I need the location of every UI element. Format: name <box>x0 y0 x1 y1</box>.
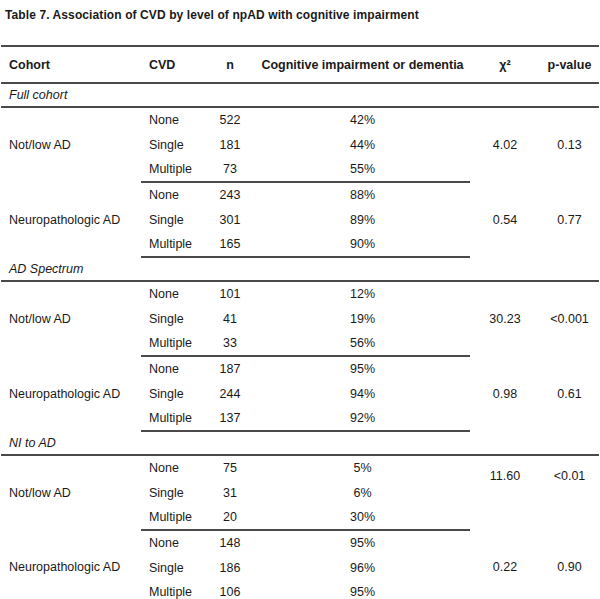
n-cell: 106 <box>205 580 255 599</box>
n-cell: 75 <box>205 455 255 480</box>
cvd-cell: Multiple <box>141 331 205 356</box>
cvd-cell: Multiple <box>141 406 205 431</box>
percent-cell: 92% <box>255 406 470 431</box>
cvd-cell: None <box>141 356 205 381</box>
n-cell: 101 <box>205 281 255 306</box>
cvd-cell: Single <box>141 555 205 580</box>
n-cell: 244 <box>205 381 255 406</box>
p-value-cell: 0.61 <box>540 356 599 431</box>
n-cell: 137 <box>205 406 255 431</box>
table-row: Not/low AD None 101 12% 30.23 <0.001 <box>1 281 599 306</box>
percent-cell: 55% <box>255 157 470 182</box>
cohort-cell: Neuropathologic AD <box>1 182 141 257</box>
percent-cell: 88% <box>255 182 470 207</box>
cvd-cell: None <box>141 530 205 555</box>
percent-cell: 6% <box>255 480 470 505</box>
percent-cell: 95% <box>255 530 470 555</box>
section-label: AD Spectrum <box>1 257 599 281</box>
col-header-n: n <box>205 46 255 83</box>
header-row: Cohort CVD n Cognitive impairment or dem… <box>1 46 599 83</box>
chi-square-cell: 0.54 <box>470 182 540 257</box>
cvd-cell: None <box>141 281 205 306</box>
section-row-full-cohort: Full cohort <box>1 83 599 107</box>
section-label: Full cohort <box>1 83 599 107</box>
n-cell: 148 <box>205 530 255 555</box>
chi-square-cell: 30.23 <box>470 281 540 356</box>
n-cell: 20 <box>205 505 255 530</box>
cvd-cell: Single <box>141 207 205 232</box>
table-row: Neuropathologic AD None 187 95% 0.98 0.6… <box>1 356 599 381</box>
cohort-cell: Not/low AD <box>1 107 141 182</box>
cvd-cell: Multiple <box>141 505 205 530</box>
cvd-cell: Single <box>141 132 205 157</box>
document-page: Table 7. Association of CVD by level of … <box>0 0 600 599</box>
p-value-cell: 0.77 <box>540 182 599 257</box>
cvd-cell: Multiple <box>141 580 205 599</box>
table-row: Not/low AD None 522 42% 4.02 0.13 <box>1 107 599 132</box>
data-table: Cohort CVD n Cognitive impairment or dem… <box>1 45 599 599</box>
col-header-cvd: CVD <box>141 46 205 83</box>
cohort-cell: Neuropathologic AD <box>1 530 141 599</box>
section-row-ni-to-ad: NI to AD <box>1 431 599 455</box>
cvd-cell: None <box>141 182 205 207</box>
cvd-cell: Multiple <box>141 157 205 182</box>
table-row: Not/low AD None 75 5% 11.60 <0.01 <box>1 455 599 480</box>
cvd-cell: Single <box>141 306 205 331</box>
n-cell: 73 <box>205 157 255 182</box>
cvd-cell: Multiple <box>141 232 205 257</box>
section-label: NI to AD <box>1 431 599 455</box>
n-cell: 31 <box>205 480 255 505</box>
p-value-cell: 0.13 <box>540 107 599 182</box>
n-cell: 187 <box>205 356 255 381</box>
col-header-cognitive-impairment: Cognitive impairment or dementia <box>255 46 470 83</box>
cvd-cell: Single <box>141 480 205 505</box>
n-cell: 243 <box>205 182 255 207</box>
p-value-cell: <0.001 <box>540 281 599 356</box>
cohort-cell: Not/low AD <box>1 281 141 356</box>
percent-cell: 5% <box>255 455 470 480</box>
n-cell: 522 <box>205 107 255 132</box>
percent-cell: 96% <box>255 555 470 580</box>
col-header-p-value: p-value <box>540 46 599 83</box>
chi-square-cell: 0.22 <box>470 530 540 599</box>
n-cell: 33 <box>205 331 255 356</box>
percent-cell: 95% <box>255 356 470 381</box>
n-cell: 301 <box>205 207 255 232</box>
cohort-cell: Neuropathologic AD <box>1 356 141 431</box>
p-value-cell: 0.90 <box>540 530 599 599</box>
percent-cell: 95% <box>255 580 470 599</box>
percent-cell: 44% <box>255 132 470 157</box>
table-header: Cohort CVD n Cognitive impairment or dem… <box>1 46 599 83</box>
col-header-chi-square: χ² <box>470 46 540 83</box>
table-caption: Table 7. Association of CVD by level of … <box>0 0 600 22</box>
percent-cell: 94% <box>255 381 470 406</box>
section-row-ad-spectrum: AD Spectrum <box>1 257 599 281</box>
cvd-cell: Single <box>141 381 205 406</box>
percent-cell: 42% <box>255 107 470 132</box>
cohort-cell: Not/low AD <box>1 455 141 530</box>
n-cell: 41 <box>205 306 255 331</box>
cvd-cell: None <box>141 455 205 480</box>
percent-cell: 12% <box>255 281 470 306</box>
chi-square-cell: 11.60 <box>470 455 540 530</box>
n-cell: 181 <box>205 132 255 157</box>
n-cell: 165 <box>205 232 255 257</box>
chi-square-cell: 4.02 <box>470 107 540 182</box>
percent-cell: 19% <box>255 306 470 331</box>
table-row: Neuropathologic AD None 148 95% 0.22 0.9… <box>1 530 599 555</box>
percent-cell: 30% <box>255 505 470 530</box>
col-header-cohort: Cohort <box>1 46 141 83</box>
n-cell: 186 <box>205 555 255 580</box>
percent-cell: 90% <box>255 232 470 257</box>
table-row: Neuropathologic AD None 243 88% 0.54 0.7… <box>1 182 599 207</box>
percent-cell: 56% <box>255 331 470 356</box>
p-value-cell: <0.01 <box>540 455 599 530</box>
percent-cell: 89% <box>255 207 470 232</box>
cvd-cell: None <box>141 107 205 132</box>
chi-square-cell: 0.98 <box>470 356 540 431</box>
